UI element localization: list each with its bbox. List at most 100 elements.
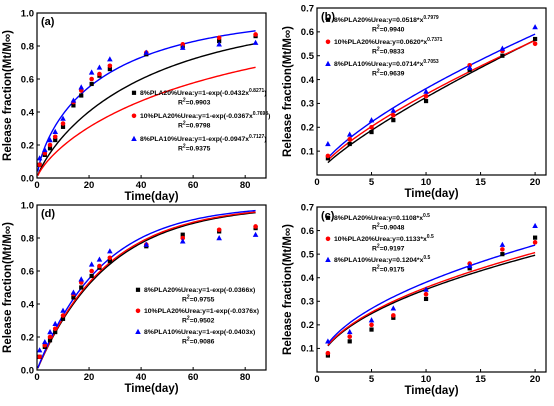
data-point-c-2-7 xyxy=(532,222,538,229)
plot-frame-b xyxy=(316,7,547,176)
data-point-b-1-2 xyxy=(369,124,374,130)
data-point-a-2-8 xyxy=(96,64,103,70)
data-point-c-2-2 xyxy=(368,317,375,323)
y-tick-label-c-2: 0.3 xyxy=(301,297,314,308)
legend-fit-label-c-0: 8%PLA20%Urea:y=0.1108*x0.5 xyxy=(334,213,430,222)
data-point-a-0-2 xyxy=(47,146,53,151)
data-point-c-0-4 xyxy=(423,296,429,302)
data-point-a-2-5 xyxy=(70,97,77,103)
x-axis-label-c: Time(day) xyxy=(404,385,458,397)
data-point-c-0-0 xyxy=(325,353,331,358)
data-point-c-1-1 xyxy=(347,334,353,339)
plot-frame-c xyxy=(316,206,547,373)
x-tick-label-c-1: 5 xyxy=(369,374,375,385)
legend-r2-d-2: R2=0.9086 xyxy=(182,337,215,346)
data-point-c-0-6 xyxy=(500,252,505,257)
data-point-d-2-3 xyxy=(52,320,59,326)
legend-r2-d-1: R2=0.9502 xyxy=(182,316,215,325)
x-tick-label-d-1: 20 xyxy=(84,372,95,383)
data-point-b-1-7 xyxy=(532,41,538,47)
data-point-d-2-9 xyxy=(107,248,113,254)
data-point-d-2-5 xyxy=(70,289,77,295)
fit-curve-a-0 xyxy=(37,42,256,176)
data-point-d-2-11 xyxy=(179,238,186,244)
data-point-d-2-10 xyxy=(143,241,150,247)
data-point-b-0-4 xyxy=(423,98,429,104)
data-point-a-2-6 xyxy=(78,84,85,90)
legend-fit-label-b-0: 8%PLA20%Urea:y=0.0518*x0.7979 xyxy=(334,15,439,24)
legend-marker-a-1 xyxy=(131,113,137,119)
y-tick-label-b-4: 0.5 xyxy=(301,51,315,62)
data-point-d-1-13 xyxy=(253,224,258,229)
data-point-b-0-1 xyxy=(347,141,352,147)
x-tick-label-d-4: 80 xyxy=(240,372,251,383)
legend-r2-d-0: R2=0.9755 xyxy=(182,295,215,304)
data-point-d-1-0 xyxy=(37,354,42,360)
legend-marker-c-1 xyxy=(325,236,331,242)
data-point-d-1-8 xyxy=(97,263,102,269)
data-point-c-2-3 xyxy=(390,305,397,311)
x-axis-label-b: Time(day) xyxy=(404,188,458,200)
legend-fit-label-a-0: 8%PLA20%Urea:y=1-exp(-0.0432x0.8271) xyxy=(140,88,267,97)
data-point-d-2-0 xyxy=(36,347,43,353)
data-point-d-1-4 xyxy=(60,313,66,318)
data-point-c-0-2 xyxy=(369,327,374,332)
data-point-a-2-13 xyxy=(252,39,259,45)
data-point-a-2-2 xyxy=(47,137,53,143)
data-point-a-2-4 xyxy=(60,115,66,121)
y-tick-label-a-4: 0.8 xyxy=(21,41,34,52)
x-tick-label-a-1: 20 xyxy=(84,180,95,191)
y-tick-label-d-1: 0.2 xyxy=(21,332,34,343)
data-point-d-2-13 xyxy=(252,231,259,237)
y-tick-label-d-3: 0.6 xyxy=(21,266,34,277)
x-tick-label-d-2: 40 xyxy=(136,372,147,383)
x-tick-label-a-2: 40 xyxy=(136,180,147,191)
data-point-d-1-9 xyxy=(107,255,113,261)
data-point-c-2-0 xyxy=(325,338,331,344)
y-tick-label-d-0: 0.0 xyxy=(21,365,34,376)
data-point-d-1-7 xyxy=(89,268,94,274)
data-point-c-2-6 xyxy=(499,241,506,247)
data-point-d-0-4 xyxy=(60,316,66,321)
y-tick-label-c-0: 0.1 xyxy=(301,344,315,355)
data-point-a-2-11 xyxy=(179,44,186,50)
y-tick-label-a-5: 1.0 xyxy=(21,8,34,19)
y-tick-label-b-0: 0.1 xyxy=(301,146,315,157)
legend-marker-b-0 xyxy=(325,17,331,22)
x-tick-label-b-3: 15 xyxy=(475,177,486,188)
y-axis-label-d: Release fraction(Mt/M∞) xyxy=(2,222,14,353)
y-tick-label-c-6: 0.7 xyxy=(301,202,314,213)
legend-marker-d-0 xyxy=(135,287,141,292)
x-axis-label-a: Time(day) xyxy=(124,191,178,203)
data-point-b-2-0 xyxy=(325,140,331,147)
y-tick-label-b-1: 0.2 xyxy=(301,123,314,134)
legend-r2-a-1: R2=0.9798 xyxy=(178,121,211,130)
plot-frame-a xyxy=(36,12,267,179)
x-tick-label-a-0: 0 xyxy=(34,180,39,191)
fit-curve-d-1 xyxy=(37,211,256,369)
data-point-d-0-9 xyxy=(107,259,112,264)
legend-fit-label-b-2: 8%PLA10%Urea:y=0.0714*x0.7053 xyxy=(334,59,439,68)
data-point-a-1-11 xyxy=(180,42,186,47)
data-point-a-2-1 xyxy=(42,146,48,153)
y-axis-label-c: Release fraction(Mt/M∞) xyxy=(282,224,294,355)
y-tick-label-a-1: 0.2 xyxy=(21,140,34,151)
legend-r2-a-2: R2=0.9375 xyxy=(178,144,211,153)
legend-r2-a-0: R2=0.9903 xyxy=(178,98,211,107)
legend-fit-label-d-2: 8%PLA10%Urea:y=1-exp(-0.0403x) xyxy=(144,329,255,336)
chart-panel-b: 0 5 10 15 20 0.1 0.2 0.3 0.4 0.5 0.6 0.7 Time(day) Re… xyxy=(282,3,547,200)
x-axis-label-d: Time(day) xyxy=(124,383,178,395)
data-point-d-0-6 xyxy=(79,285,84,290)
y-tick-label-c-3: 0.4 xyxy=(301,273,315,284)
data-point-b-2-5 xyxy=(466,64,473,70)
plot-frame-d xyxy=(36,204,267,371)
panel-label-a: (a) xyxy=(41,16,55,28)
x-tick-label-b-0: 0 xyxy=(314,177,319,188)
data-point-c-2-5 xyxy=(466,262,473,269)
data-point-c-1-0 xyxy=(325,350,331,356)
data-point-a-2-0 xyxy=(36,155,43,161)
chart-panel-c: 0 5 10 15 20 0.1 0.2 0.3 0.4 0.5 0.6 0.7 Time(day) Re… xyxy=(282,202,547,397)
data-point-a-1-12 xyxy=(216,35,222,41)
data-point-d-1-11 xyxy=(180,235,186,241)
